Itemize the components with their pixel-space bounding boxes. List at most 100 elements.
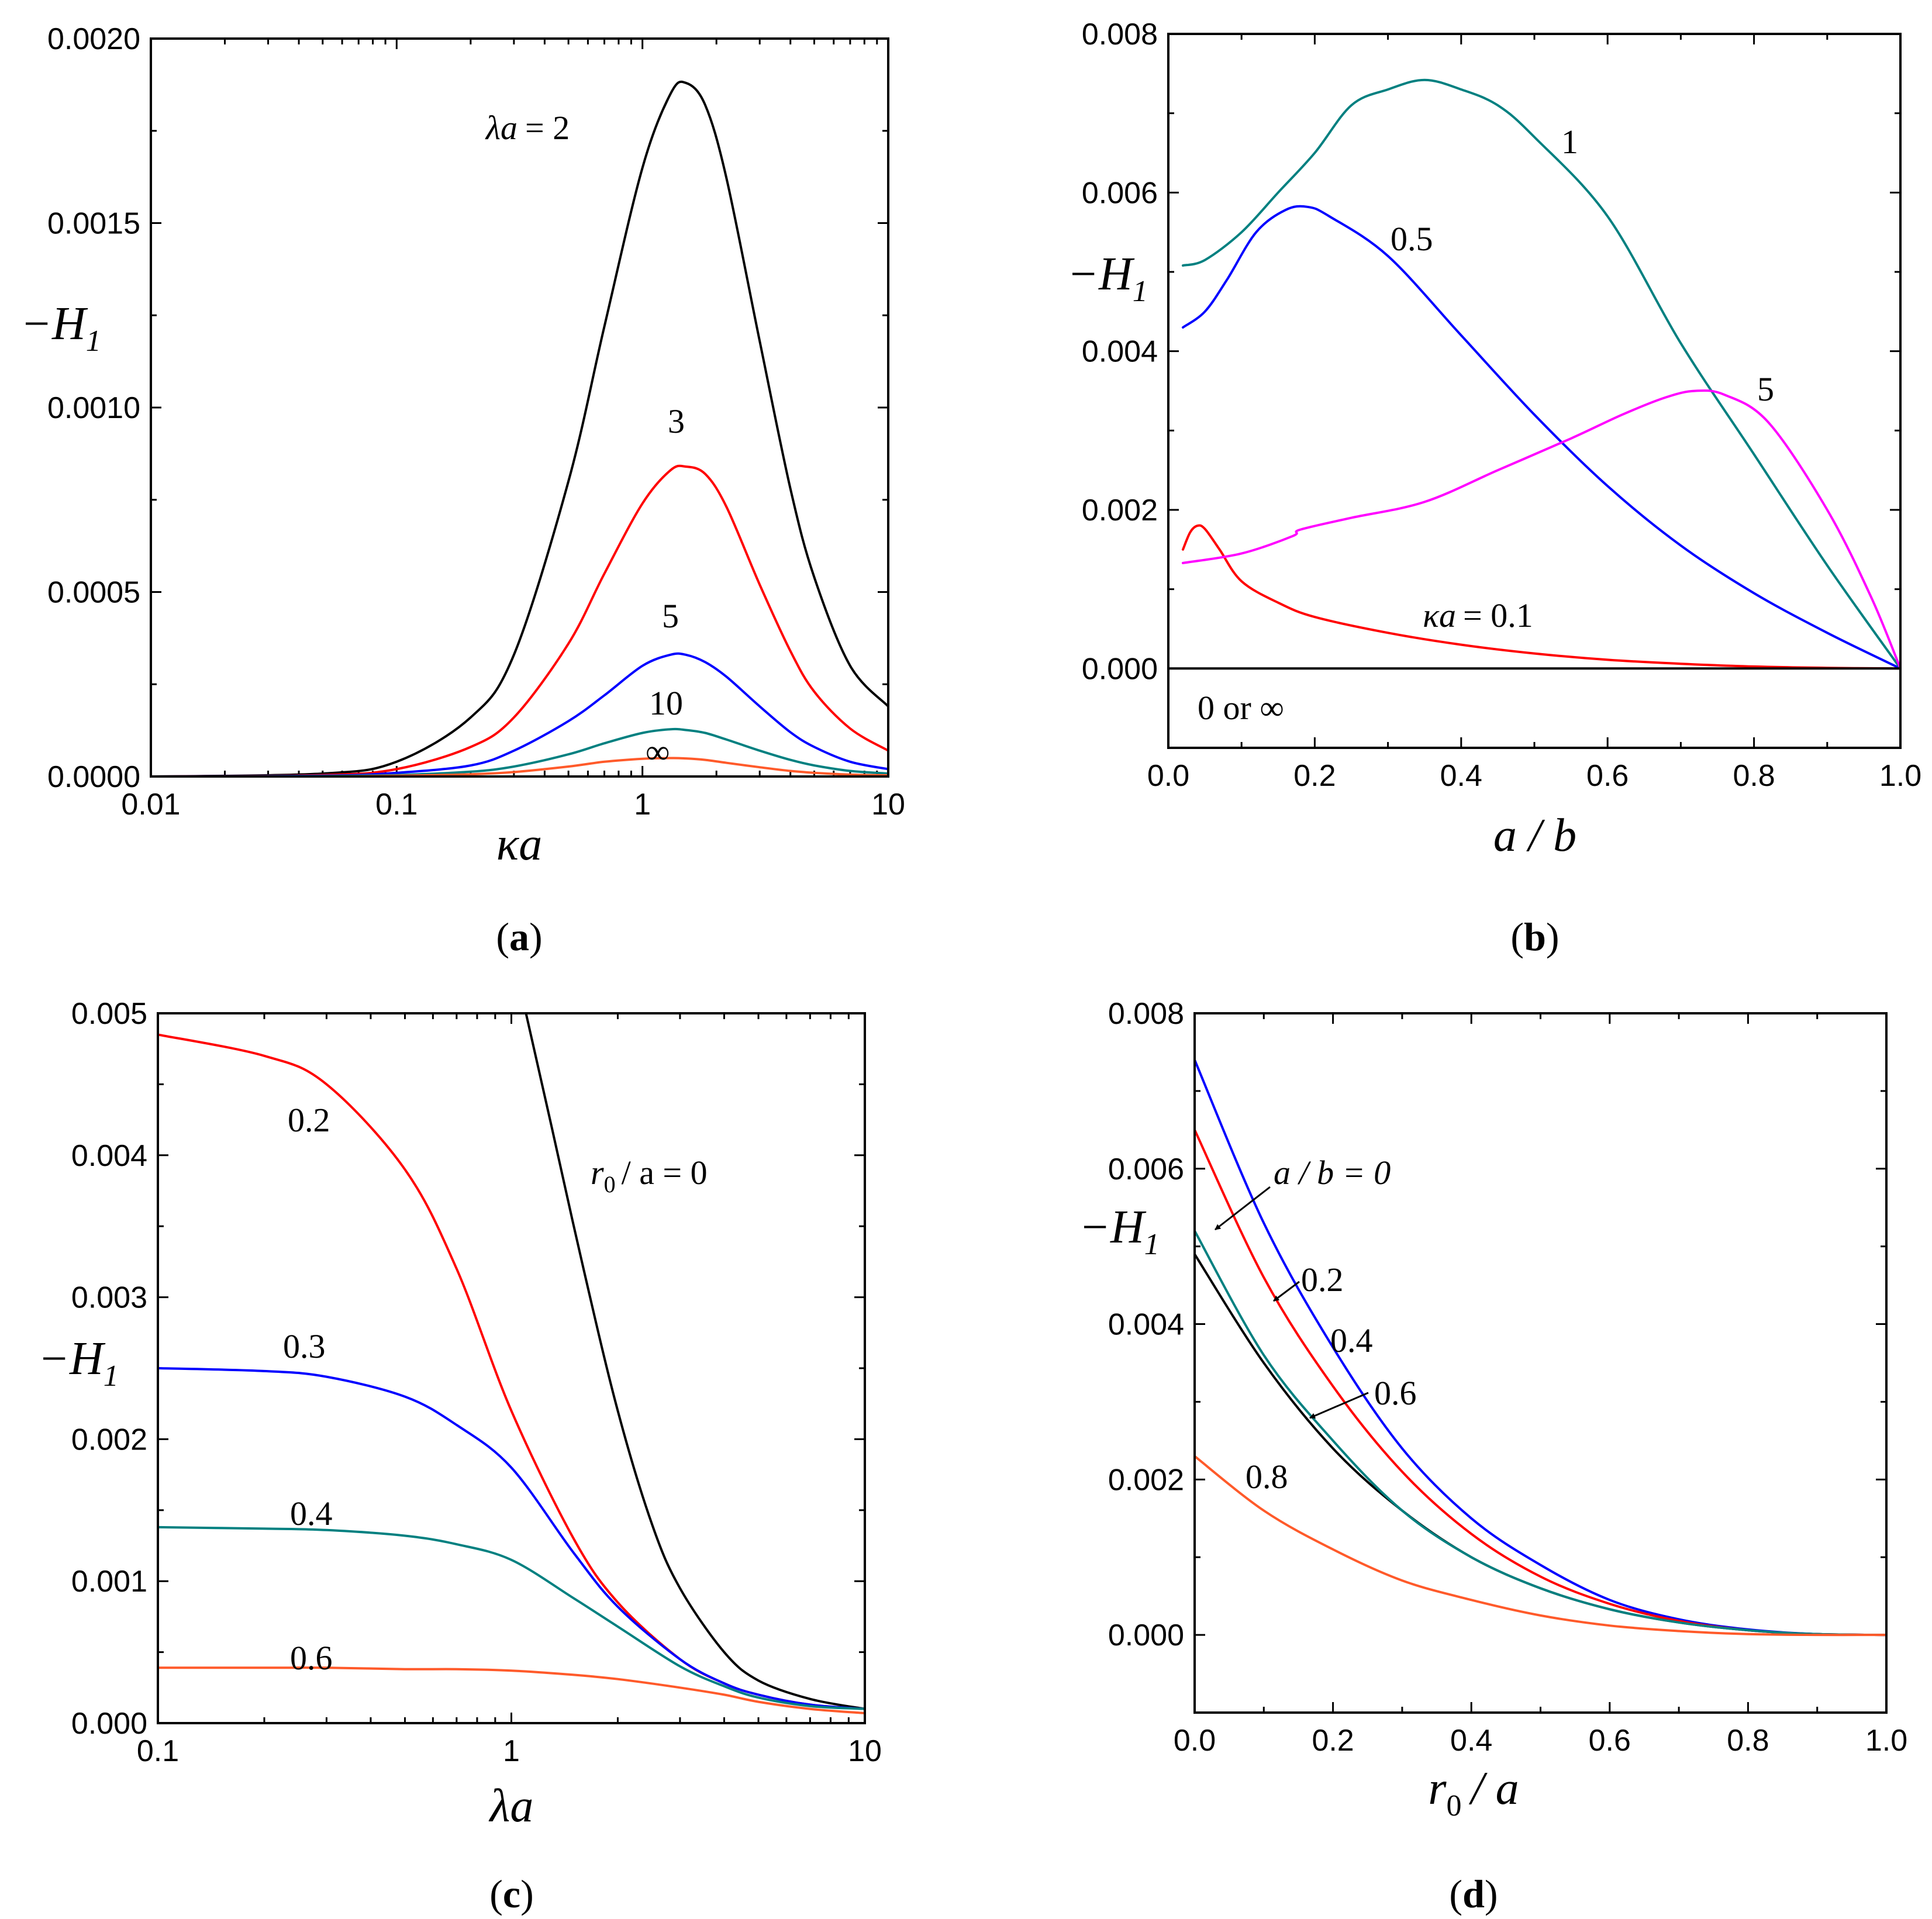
panel-d: 0.0 0.2 0.4 0.6 0.8 1.00.0000.0020.0040.0060.… [1079,997,1907,1916]
series-line-d-0-4 [1195,1128,1886,1637]
annotation-0-4-d: 0.4 [1330,1321,1373,1359]
panel-label-b: (b) [1510,914,1559,959]
annotation-a-b-0: a / b = 0 [1274,1154,1391,1192]
panel-a: 0.01 0.1 1 10 0.0000 0.0005 0.0010 0.0015 0.0020… [20,22,905,959]
y-tick-label: 0.002 [1082,493,1158,527]
annotation-0-or-infinity: 0 or ∞ [1198,689,1284,727]
x-tick-label: 0.4 [1450,1724,1492,1758]
annotation-r0-a-0: r0/ a = 0 [591,1154,708,1197]
y-tick-label: 0.0015 [47,207,140,241]
y-tick-label: 0.004 [1082,335,1158,369]
annotation-0-3-c: 0.3 [283,1327,326,1365]
y-tick-label: 0.008 [1082,18,1158,51]
axes-frame-d [1193,1012,1888,1714]
y-tick-label: 0.002 [71,1423,147,1456]
series-line-a-3 [151,464,888,776]
annotation-infinity: ∞ [646,733,670,771]
x-tick-label: 0.6 [1586,759,1629,793]
y-tick-label: 0.004 [71,1139,147,1173]
x-axis-label-c: λa [489,1780,534,1832]
series-line-a-a-2 [151,80,888,776]
x-tick-label: 0.0 [1174,1724,1216,1758]
arrow-a-b-0 [1215,1186,1271,1231]
y-tick-label: 0.005 [71,997,147,1031]
y-tick-label: 0.0000 [47,760,140,794]
plot-area-c: 0.1 1 10 0.000 0.001 0.002 0.003 0.004 0.005 [71,997,882,1768]
x-tick-label: 1 [503,1734,520,1768]
axes-frame-a [150,37,889,778]
series-line-a-inf [151,757,888,776]
x-tick-label: 10 [871,788,905,822]
series-line-d-0-6 [1195,1230,1886,1637]
y-tick-label: 0.0005 [47,576,140,610]
x-axis-label-b: a / b [1493,810,1576,861]
y-tick-label: 0.006 [1082,176,1158,210]
plot-area-d: 0.0 0.2 0.4 0.6 0.8 1.00.0000.0020.0040.0060.… [1108,997,1907,1758]
x-tick-label: 0.1 [137,1734,179,1768]
annotation-lambda-a-2-lhs: λa [485,109,518,147]
y-tick-label: 0.003 [71,1281,147,1315]
y-tick-label: 0.000 [71,1707,147,1741]
series-line-b-1 [1182,78,1900,670]
x-tick-label: 0.6 [1589,1724,1631,1758]
x-tick-label: 0.8 [1733,759,1775,793]
annotation-kappa-a-rhs: = 0.1 [1463,596,1533,634]
series-line-b-a-0-1 [1182,524,1900,670]
panel-label-c: (c) [489,1872,534,1916]
annotation-0-5: 0.5 [1391,220,1433,258]
x-tick-label: 10 [848,1734,882,1768]
annotation-0-2-d: 0.2 [1301,1261,1344,1299]
annotation-3: 3 [668,402,685,440]
y-tick-label: 0.002 [1108,1463,1184,1497]
annotation-0-8-d: 0.8 [1246,1458,1288,1496]
panel-label-d: (d) [1449,1872,1498,1916]
annotation-0-6-d: 0.6 [1374,1374,1417,1412]
y-tick-label: 0.004 [1108,1308,1184,1342]
series-line-d-0-2 [1195,1058,1886,1637]
y-tick-label: 0.000 [1108,1618,1184,1652]
annotation-5: 5 [662,597,679,635]
series-line-c-0-4 [158,1525,865,1710]
annotation-lambda-a-2-rhs: = 2 [525,109,570,147]
annotation-0-2-c: 0.2 [288,1101,330,1139]
annotation-0-4-c: 0.4 [290,1495,333,1533]
series-line-c-0-6 [158,1666,865,1714]
x-tick-label: 0.2 [1312,1724,1354,1758]
annotation-kappa-a-lhs: κa [1423,596,1456,634]
series-line-a-5 [151,652,888,776]
series-line-b-0-5 [1182,205,1900,670]
annotation-10: 10 [649,684,683,722]
plot-area-b: 0.0 0.2 0.4 0.6 0.8 1.0 0.000 0.002 0.004 0.006 0.… [1082,18,1921,793]
series-line-d-0-8 [1195,1455,1886,1637]
y-axis-label-c: −H1 [38,1333,119,1393]
x-axis-label-a: κa [496,819,542,870]
series-line-c-0-3 [158,1367,865,1710]
x-tick-label: 0.8 [1727,1724,1769,1758]
y-tick-label: 0.008 [1108,997,1184,1031]
panel-c: 0.1 1 10 0.000 0.001 0.002 0.003 0.004 0.005 −H1… [38,997,882,1916]
panel-label-a: (a) [496,914,542,959]
annotation-5-b: 5 [1757,370,1774,408]
x-tick-label: 0.01 [121,788,180,822]
y-tick-label: 0.000 [1082,652,1158,686]
annotation-1: 1 [1561,123,1578,161]
y-tick-label: 0.0010 [47,391,140,425]
y-tick-label: 0.0020 [47,22,140,56]
x-tick-label: 0.4 [1440,759,1482,793]
x-axis-label-d: r0/ a [1428,1763,1519,1823]
panel-b: 0.0 0.2 0.4 0.6 0.8 1.0 0.000 0.002 0.004 0.006 0.… [1067,18,1921,959]
x-tick-label: 1 [634,788,651,822]
axes-frame-c [157,1012,866,1724]
y-axis-label-b: −H1 [1067,248,1148,308]
x-tick-label: 0.0 [1147,759,1189,793]
y-tick-label: 0.006 [1108,1152,1184,1186]
x-tick-label: 0.1 [375,788,418,822]
x-tick-label: 1.0 [1865,1724,1907,1758]
x-tick-label: 0.2 [1293,759,1336,793]
y-tick-label: 0.001 [71,1565,147,1599]
plot-area-a: 0.01 0.1 1 10 0.0000 0.0005 0.0010 0.0015 0.0020 [47,22,905,822]
axes-frame-b [1167,33,1902,749]
y-axis-label-a: −H1 [20,298,101,358]
arrow-0-6 [1309,1392,1369,1419]
